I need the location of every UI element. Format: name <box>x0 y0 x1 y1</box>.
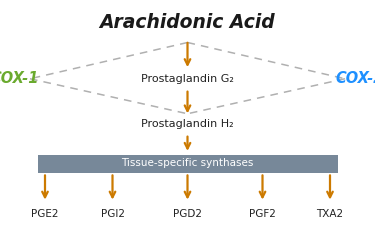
Text: PGI2: PGI2 <box>100 209 124 219</box>
Text: PGF2: PGF2 <box>249 209 276 219</box>
Text: COX-2: COX-2 <box>336 71 375 86</box>
Text: Prostaglandin G₂: Prostaglandin G₂ <box>141 74 234 84</box>
Text: Prostaglandin H₂: Prostaglandin H₂ <box>141 119 234 129</box>
Text: PGE2: PGE2 <box>31 209 59 219</box>
Text: PGD2: PGD2 <box>173 209 202 219</box>
Text: TXA2: TXA2 <box>316 209 344 219</box>
Text: Arachidonic Acid: Arachidonic Acid <box>100 12 275 32</box>
Text: COX-1: COX-1 <box>0 71 39 86</box>
Text: Tissue-specific synthases: Tissue-specific synthases <box>122 158 254 168</box>
FancyBboxPatch shape <box>38 154 338 172</box>
